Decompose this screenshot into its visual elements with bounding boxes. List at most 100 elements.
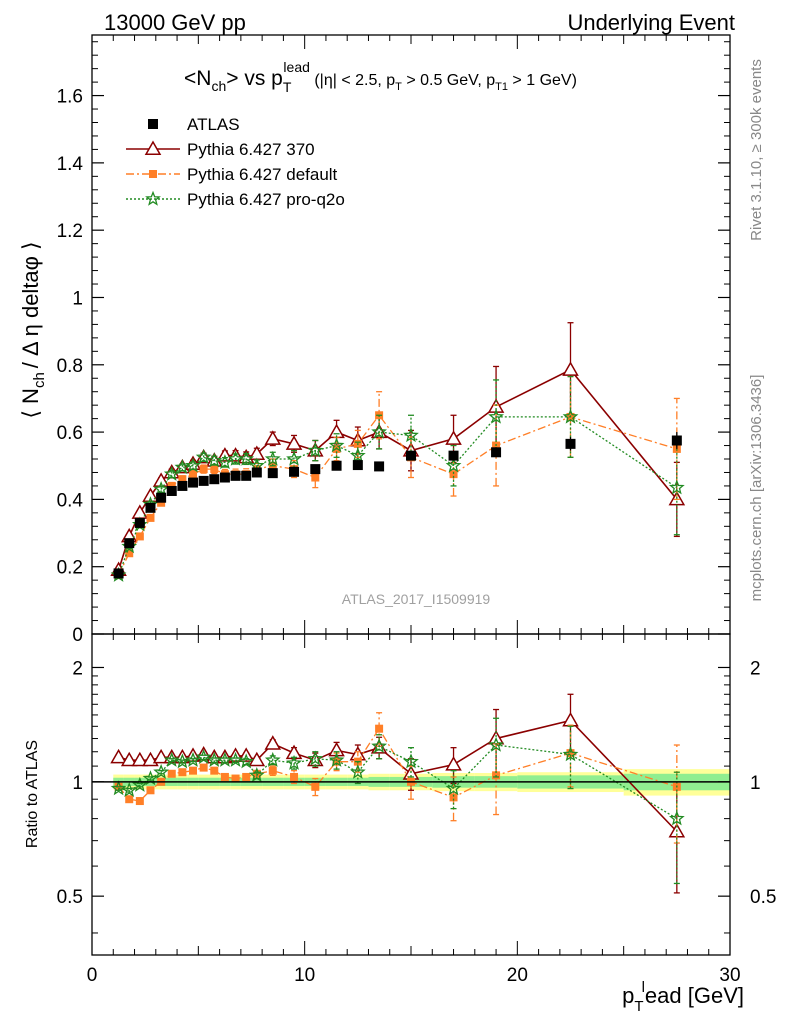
- main-series-0-point: [230, 470, 241, 481]
- main-series-1-point: [264, 430, 282, 445]
- xlabel-sup-l: l: [642, 979, 645, 996]
- main-axes: 0 0.2 0.4 0.6 0.8 1 1.2 1.4 1.6: [57, 34, 731, 646]
- title-cuts-sub-b: T1: [495, 81, 508, 93]
- legend-label: Pythia 6.427 pro-q2o: [187, 190, 345, 209]
- main-series-0-point: [267, 468, 278, 479]
- main-series-1-point: [562, 361, 579, 376]
- main-series-0-point: [241, 470, 252, 481]
- ratio-series-1-point: [449, 793, 458, 802]
- ratio-series-2-point: [185, 751, 201, 767]
- ratio-series-2-point: [488, 736, 504, 752]
- main-series-0-point: [134, 517, 145, 528]
- ratio-series-0-point: [562, 712, 579, 727]
- x-tick-label: 10: [294, 965, 315, 986]
- main-series-0-point: [448, 450, 459, 461]
- main-series-2-point: [146, 513, 155, 522]
- main-series-2-point: [449, 470, 458, 479]
- main-series-0-point: [310, 464, 321, 475]
- main-series-3-point: [264, 450, 281, 466]
- legend-item-3: Pythia 6.427 pro-q2o: [126, 190, 345, 209]
- main-series-0-point: [219, 472, 230, 483]
- main-series-2-point: [210, 465, 219, 474]
- main-series-3-point: [206, 452, 223, 468]
- ratio-series-1-point: [135, 797, 144, 806]
- main-series-3: [110, 375, 685, 582]
- main-series-1: [110, 322, 686, 577]
- title-cuts-sub-a: T: [395, 81, 402, 93]
- main-series-0-point: [289, 466, 300, 477]
- mcplots-label: mcplots.cern.ch [arXiv:1306.3436]: [748, 375, 765, 602]
- title-cuts-c: > 1 GeV): [508, 72, 577, 89]
- main-series-1-point: [285, 435, 303, 450]
- main-series-3-point: [403, 427, 419, 443]
- legend-marker: [144, 140, 162, 155]
- ratio-y-tick-label-right: 0.5: [750, 887, 776, 908]
- ratio-series-2: [110, 717, 685, 885]
- ratio-series-1-point: [375, 724, 384, 733]
- main-series-0-point: [671, 435, 682, 446]
- ratio-series-2-point: [131, 776, 148, 792]
- main-series-3-point: [349, 447, 366, 463]
- ratio-series-0-point: [152, 748, 170, 764]
- ratio-series-0: [110, 693, 686, 894]
- xlabel-p: p: [622, 983, 634, 1008]
- ratio-series-1-point: [210, 766, 219, 775]
- ratio-series-2-point: [227, 751, 244, 767]
- ratio-series-1-point: [178, 768, 187, 777]
- title-cuts-b: > 0.5 GeV, p: [402, 72, 495, 89]
- ratio-series-2-point: [121, 781, 138, 797]
- main-series-3-point: [238, 450, 255, 466]
- main-series-3-point: [562, 408, 579, 424]
- ratio-series-1-point: [290, 772, 299, 781]
- legend-label: Pythia 6.427 default: [187, 165, 338, 184]
- legend-item-1: Pythia 6.427 370: [126, 140, 315, 159]
- ratio-y-tick-label-right: 2: [750, 658, 761, 679]
- title-cuts-a: (|η| < 2.5, p: [310, 72, 395, 89]
- ratio-series-1-point: [125, 795, 134, 804]
- ratio-series-1-point: [231, 774, 240, 783]
- main-series-2-point: [178, 475, 187, 484]
- main-series-0-point: [406, 450, 416, 461]
- legend-item-0: ATLAS: [148, 115, 240, 134]
- ratio-series-1-point: [268, 766, 277, 775]
- legend-marker: [149, 170, 157, 178]
- rivet-version-label: Rivet 3.1.10, ≥ 300k events: [748, 59, 765, 241]
- ratio-y-axis-label: Ratio to ATLAS: [24, 740, 41, 848]
- ratio-series-2-point: [174, 753, 191, 769]
- ratio-y-tick-label-left: 0.5: [57, 887, 83, 908]
- ratio-series-2-point: [264, 751, 281, 767]
- main-series-3-line: [117, 416, 678, 576]
- main-series-3-point: [163, 465, 180, 481]
- main-y-tick-label: 1.4: [57, 154, 84, 175]
- main-series-0-point: [331, 460, 342, 471]
- main-series-0-point: [177, 480, 188, 491]
- ratio-series-1-point: [146, 786, 155, 795]
- main-series-3-point: [371, 423, 387, 439]
- main-series-0-point: [166, 485, 177, 496]
- ratio-series-1-point: [220, 772, 229, 781]
- ratio-series-2-point: [307, 750, 324, 766]
- main-series-3-point: [195, 449, 212, 465]
- ratio-series-layer: [110, 693, 686, 894]
- main-series-0-point: [491, 447, 502, 458]
- x-tick-label: 20: [507, 965, 528, 986]
- ratio-series-0-point: [264, 735, 282, 750]
- ratio-series-1-point: [189, 766, 198, 775]
- x-tick-label: 0: [87, 965, 98, 986]
- main-y-tick-label: 1.2: [57, 221, 83, 242]
- main-series-3-point: [328, 437, 345, 453]
- main-series-2-line: [118, 414, 677, 576]
- ratio-axes: 0.5 0.51 12 20 10 20 30: [57, 633, 776, 986]
- main-series-2-point: [167, 481, 176, 490]
- ratio-series-2-point: [371, 738, 387, 754]
- main-series-0-point: [188, 477, 199, 488]
- title-sup-lead: lead: [283, 59, 309, 75]
- header-collision: 13000 GeV pp: [104, 10, 246, 35]
- ratio-series-2-point: [153, 763, 170, 779]
- x-tick-label: 30: [719, 965, 740, 986]
- ratio-series-1-point: [167, 769, 176, 778]
- main-series-0: [113, 432, 682, 579]
- main-series-0-point: [156, 492, 167, 503]
- ylabel-rest: / Δ η deltaφ ⟩: [18, 241, 43, 368]
